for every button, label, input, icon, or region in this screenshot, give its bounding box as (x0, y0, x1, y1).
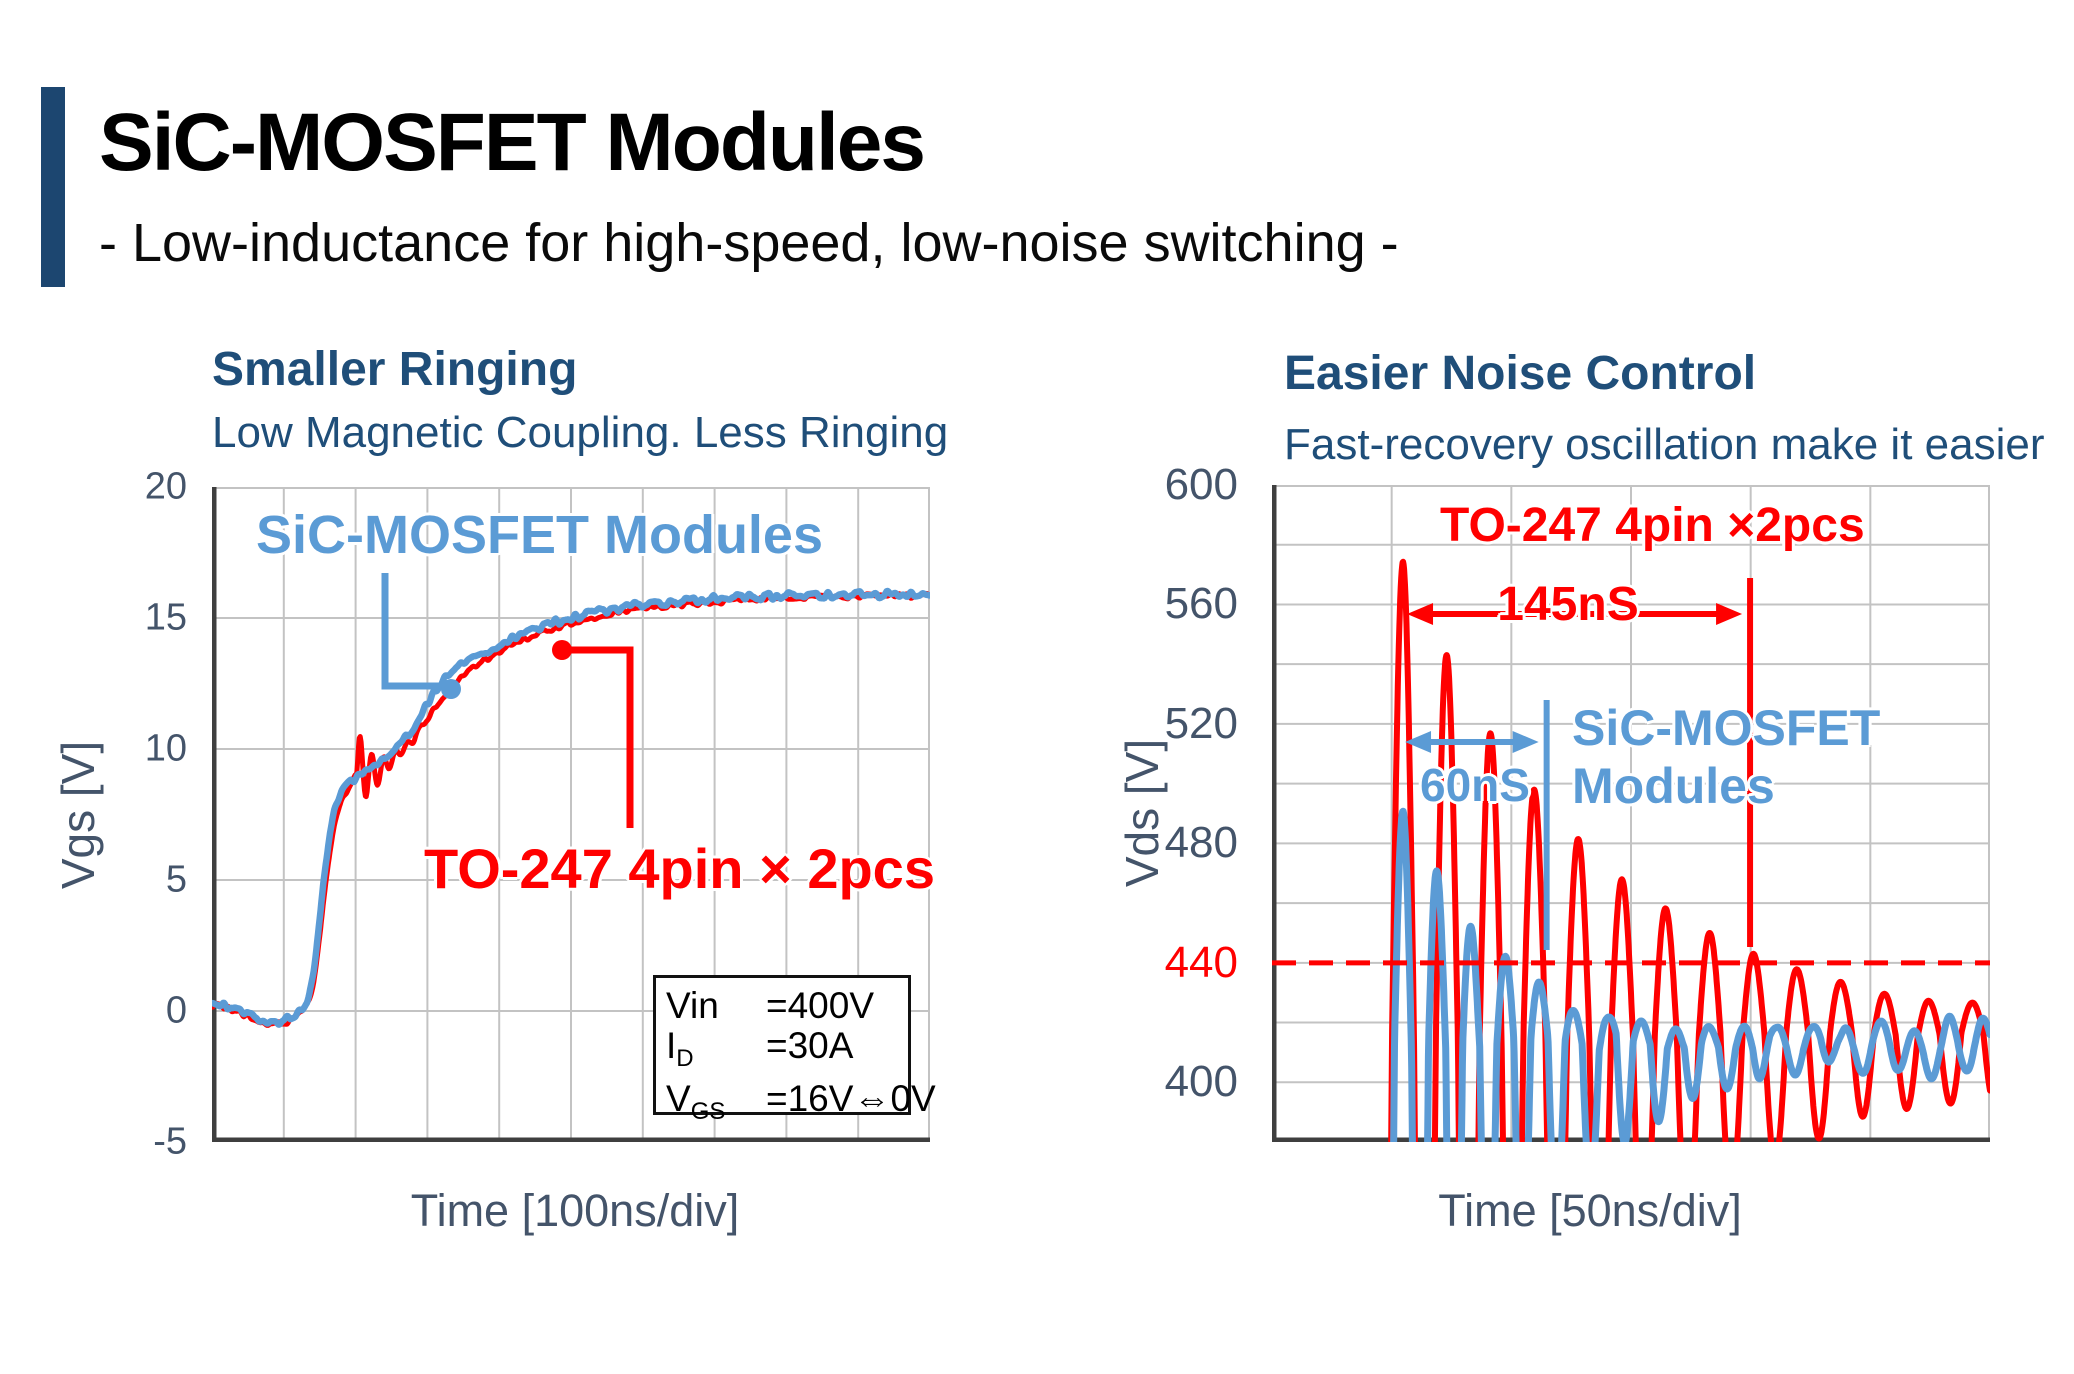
y-tick-label-480: 480 (1164, 818, 1238, 868)
condition-id: ID =30A (666, 1026, 898, 1079)
page-title: SiC-MOSFET Modules (99, 97, 926, 188)
arrowhead (1512, 731, 1539, 753)
left-blue-series-label: SiC-MOSFET Modules (256, 505, 823, 565)
condition-id-value: =30A (766, 1025, 854, 1066)
blue-callout-dot (441, 679, 461, 699)
right-chart-plot (1272, 485, 1990, 1142)
y-tick-label-520: 520 (1164, 698, 1238, 748)
y-tick-label-15: 15 (144, 596, 187, 639)
y-tick-label--5: -5 (153, 1120, 187, 1163)
condition-vin: Vin =400V (666, 986, 898, 1026)
condition-vgs: VGS =16V⇔0V (666, 1078, 936, 1132)
condition-id-label: I (666, 1025, 677, 1066)
to247-ring-curve (1388, 558, 1990, 1142)
y-tick-label-600: 600 (1164, 460, 1238, 509)
right-red-series-label: TO-247 4pin ×2pcs (1440, 499, 1865, 552)
right-x-axis-label: Time [50ns/div] (1438, 1185, 1742, 1236)
right-blue-series-label: SiC-MOSFET Modules (1572, 699, 1880, 815)
condition-id-sub: D (676, 1045, 694, 1072)
condition-vin-value: =400V (766, 985, 875, 1026)
y-tick-label-400: 400 (1164, 1057, 1238, 1106)
condition-vgs-label: V (666, 1078, 691, 1119)
left-x-axis-label: Time [100ns/div] (410, 1185, 740, 1236)
test-conditions-box: Vin =400V ID =30A VGS =16V⇔0V (653, 975, 936, 1125)
condition-vin-label: Vin (666, 985, 719, 1026)
sic-mosfet-curve (212, 587, 930, 1028)
page-subtitle: - Low-inductance for high-speed, low-noi… (99, 213, 1399, 273)
right-blue-series-label-line2: Modules (1572, 758, 1775, 814)
sic-mosfet-ring-curve (1390, 807, 1990, 1142)
blue-callout-line (381, 573, 446, 690)
title-accent-bar (41, 87, 65, 287)
left-red-series-label: TO-247 4pin × 2pcs (424, 837, 935, 900)
arrowhead (1716, 603, 1743, 625)
right-chart-subtitle: Fast-recovery oscillation make it easier (1284, 420, 2045, 469)
y-tick-label-20: 20 (144, 465, 187, 508)
condition-vgs-value: =16V⇔0V (766, 1078, 936, 1119)
ring-duration-60ns-label: 60nS (1420, 759, 1530, 811)
left-chart-title: Smaller Ringing (212, 343, 578, 396)
right-chart-title: Easier Noise Control (1284, 347, 1757, 400)
y-tick-label-440: 440 (1164, 937, 1238, 987)
ring-duration-145ns-label: 145nS (1497, 578, 1639, 631)
y-tick-label-0: 0 (165, 989, 187, 1032)
y-tick-label-10: 10 (144, 727, 187, 770)
right-blue-series-label-line1: SiC-MOSFET (1572, 700, 1881, 756)
left-chart-subtitle: Low Magnetic Coupling. Less Ringing (212, 408, 949, 457)
left-y-axis-label: Vgs [V] (52, 740, 104, 890)
right-y-axis-label: Vds [V] (1116, 738, 1168, 888)
y-tick-label-560: 560 (1164, 579, 1238, 629)
arrowhead (1405, 731, 1432, 753)
red-callout-line (562, 646, 634, 828)
arrowhead (1407, 603, 1434, 625)
y-tick-label-5: 5 (165, 858, 187, 901)
left-chart-plot (212, 487, 930, 1142)
red-callout-dot (552, 640, 572, 660)
condition-vgs-sub: GS (690, 1098, 726, 1125)
